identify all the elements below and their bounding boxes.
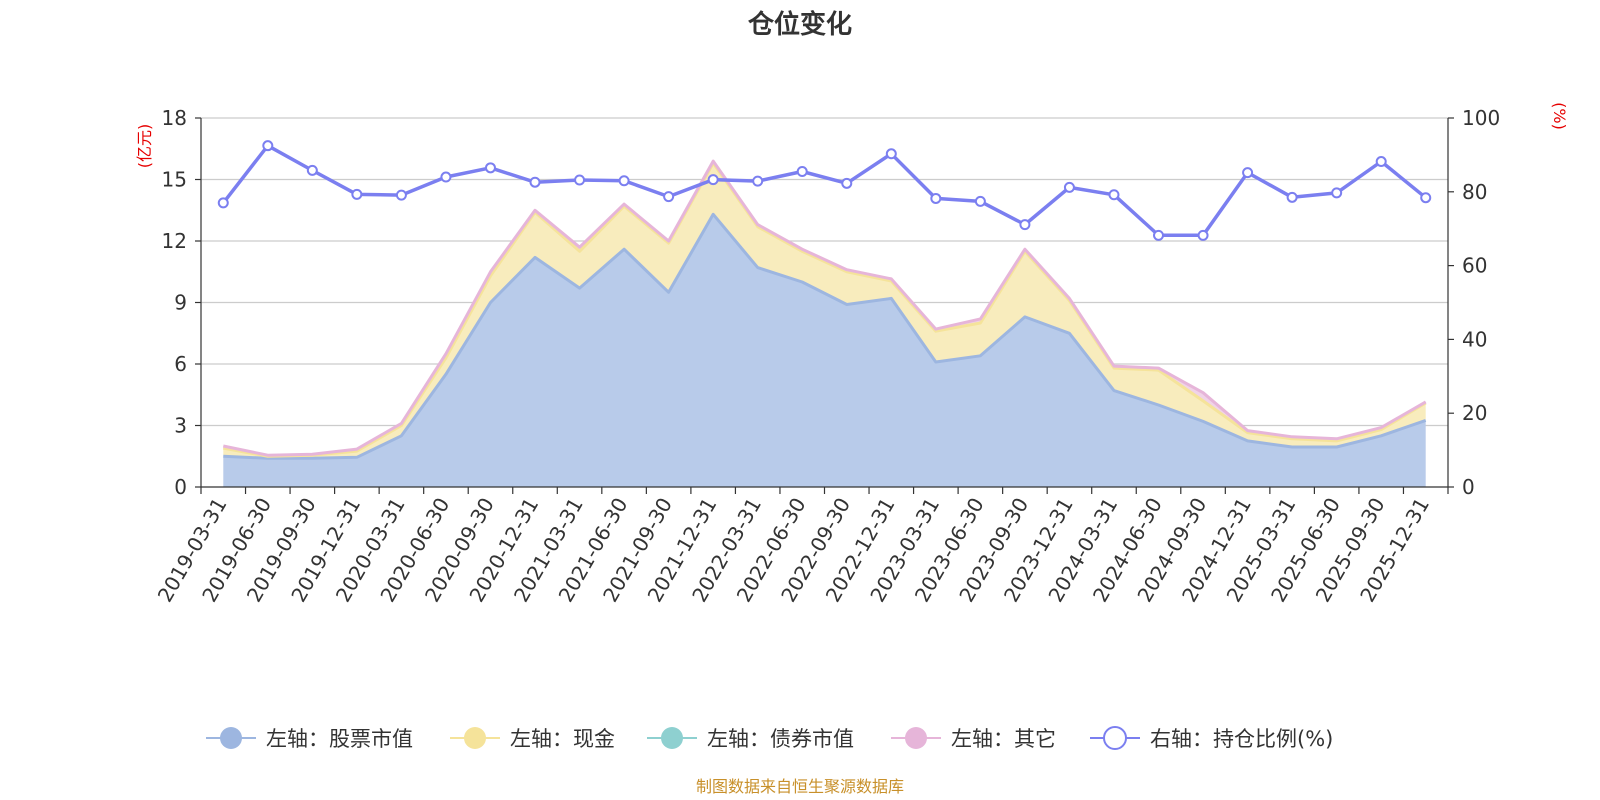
ratio-point [1063, 181, 1075, 193]
legend-marker [220, 727, 242, 749]
ratio-point [306, 164, 318, 176]
ratio-point [262, 140, 274, 152]
right-tick-label: 40 [1462, 327, 1487, 351]
ratio-point [1108, 189, 1120, 201]
legend-marker [464, 727, 486, 749]
stacked-areas [223, 161, 1426, 488]
left-tick-label: 12 [162, 229, 187, 253]
left-tick-label: 9 [174, 291, 187, 315]
ratio-point [395, 189, 407, 201]
ratio-point [217, 197, 229, 209]
data-source-note: 制图数据来自恒生聚源数据库 [696, 777, 904, 796]
legend-label: 左轴：债券市值 [707, 727, 854, 751]
right-tick-label: 60 [1462, 254, 1487, 278]
ratio-point [796, 166, 808, 178]
area-2 [223, 163, 1426, 459]
right-axis-unit: (%) [1550, 102, 1569, 130]
left-tick-label: 0 [174, 475, 187, 499]
area-1 [223, 214, 1426, 488]
ratio-point [841, 177, 853, 189]
legend-marker [1103, 726, 1127, 750]
right-tick-label: 0 [1462, 475, 1475, 499]
ratio-point [1242, 167, 1254, 179]
ratio-line [221, 143, 1427, 238]
ratio-point [1420, 192, 1432, 204]
legend-label: 左轴：股票市值 [266, 727, 413, 751]
ratio-point [930, 192, 942, 204]
ratio-point [574, 174, 586, 186]
legend-marker [905, 727, 927, 749]
left-tick-label: 15 [162, 168, 187, 192]
ratio-point [1331, 187, 1343, 199]
ratio-point [440, 171, 452, 183]
ratio-point [752, 175, 764, 187]
ratio-point [663, 191, 675, 203]
left-tick-label: 6 [174, 352, 187, 376]
ratio-point [1019, 219, 1031, 231]
series-lines [221, 143, 1427, 460]
ratio-point [1153, 229, 1165, 241]
ratio-markers [217, 140, 1432, 241]
left-tick-label: 18 [162, 106, 187, 130]
chart-title: 仓位变化 [747, 9, 852, 40]
right-tick-label: 100 [1462, 106, 1500, 130]
ratio-point [885, 148, 897, 160]
ratio-point [707, 174, 719, 186]
ratio-point [351, 188, 363, 200]
right-tick-label: 20 [1462, 401, 1487, 425]
legend: 左轴：股票市值 左轴：现金 左轴：债券市值 左轴：其它 右轴：持仓比例(%) [206, 726, 1333, 751]
ratio-point [1375, 156, 1387, 168]
area-line-2 [223, 161, 1427, 458]
ratio-point [1286, 191, 1298, 203]
legend-label: 右轴：持仓比例(%) [1150, 727, 1333, 751]
right-tick-label: 80 [1462, 180, 1487, 204]
ratio-point [974, 195, 986, 207]
area-line-4 [222, 159, 1427, 457]
ratio-point [1197, 229, 1209, 241]
ratio-point [529, 176, 541, 188]
left-tick-label: 3 [174, 414, 187, 438]
legend-marker [661, 727, 683, 749]
ratio-point [618, 175, 630, 187]
left-axis-unit: (亿元) [135, 124, 154, 169]
legend-label: 左轴：现金 [510, 727, 615, 751]
ratio-point [484, 162, 496, 174]
legend-label: 左轴：其它 [951, 727, 1056, 751]
area-line-1 [223, 212, 1427, 460]
